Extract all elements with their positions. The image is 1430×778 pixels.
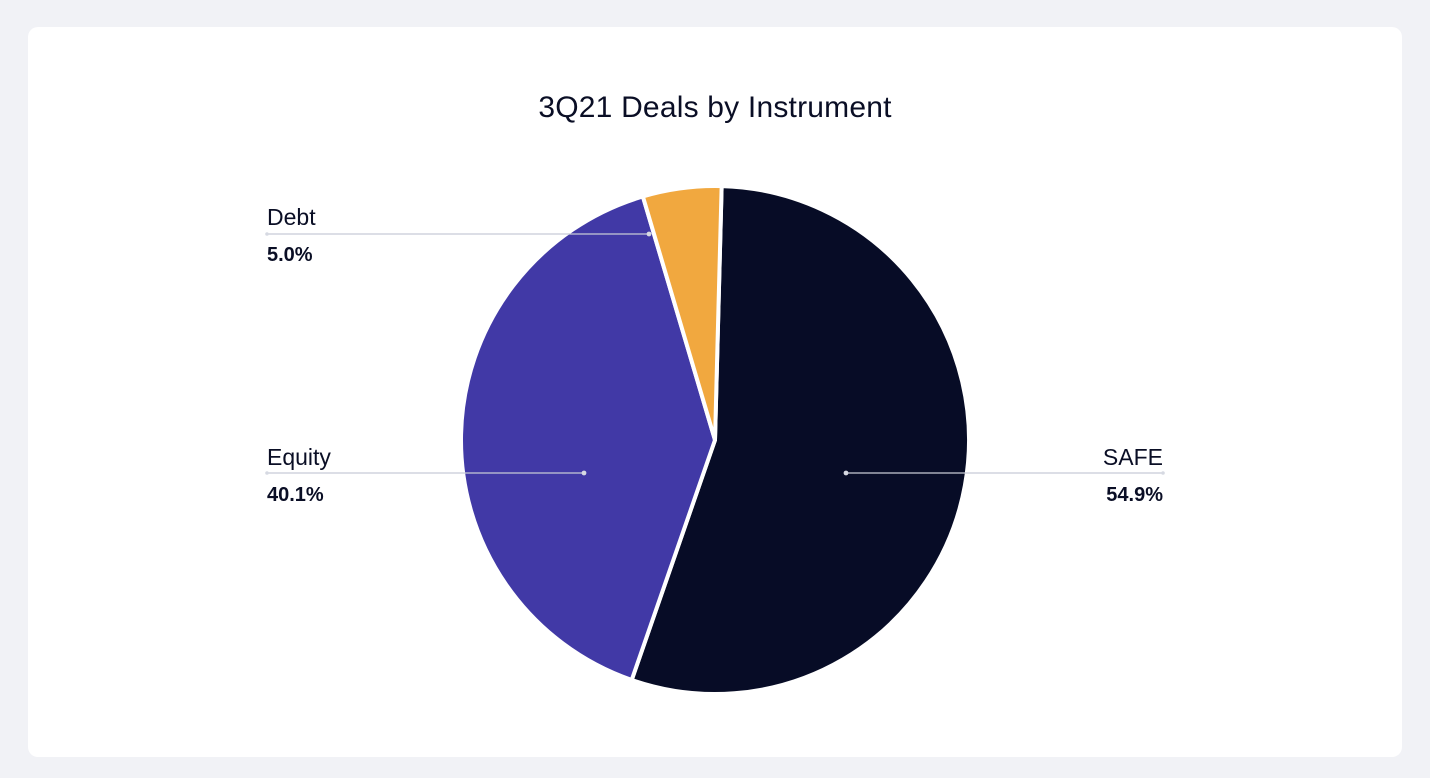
leader-end-dot-safe — [1161, 471, 1165, 475]
slice-value-debt: 5.0% — [267, 244, 313, 266]
leader-dot-debt — [646, 231, 652, 237]
leader-dot-equity — [581, 470, 587, 476]
pie-callouts: SAFE 54.9% Equity 40.1% Debt 5.0% — [265, 204, 1165, 506]
pie-slice-equity — [459, 194, 717, 682]
pie-chart: SAFE 54.9% Equity 40.1% Debt 5.0% — [265, 184, 1165, 696]
slice-value-equity: 40.1% — [267, 484, 324, 506]
chart-title: 3Q21 Deals by Instrument — [538, 91, 892, 124]
pie-slices — [459, 184, 971, 696]
slice-value-safe: 54.9% — [1106, 484, 1163, 506]
pie-slice-debt — [640, 184, 724, 442]
pie-slice-safe — [629, 184, 971, 696]
slice-label-debt: Debt — [267, 204, 316, 230]
leader-dot-safe — [843, 470, 849, 476]
leader-end-dot-equity — [265, 471, 269, 475]
chart-card: 3Q21 Deals by Instrument SAFE 54.9% Equity… — [28, 27, 1402, 757]
leader-end-dot-debt — [265, 232, 269, 236]
slice-label-equity: Equity — [267, 444, 331, 470]
slice-label-safe: SAFE — [1103, 444, 1163, 470]
